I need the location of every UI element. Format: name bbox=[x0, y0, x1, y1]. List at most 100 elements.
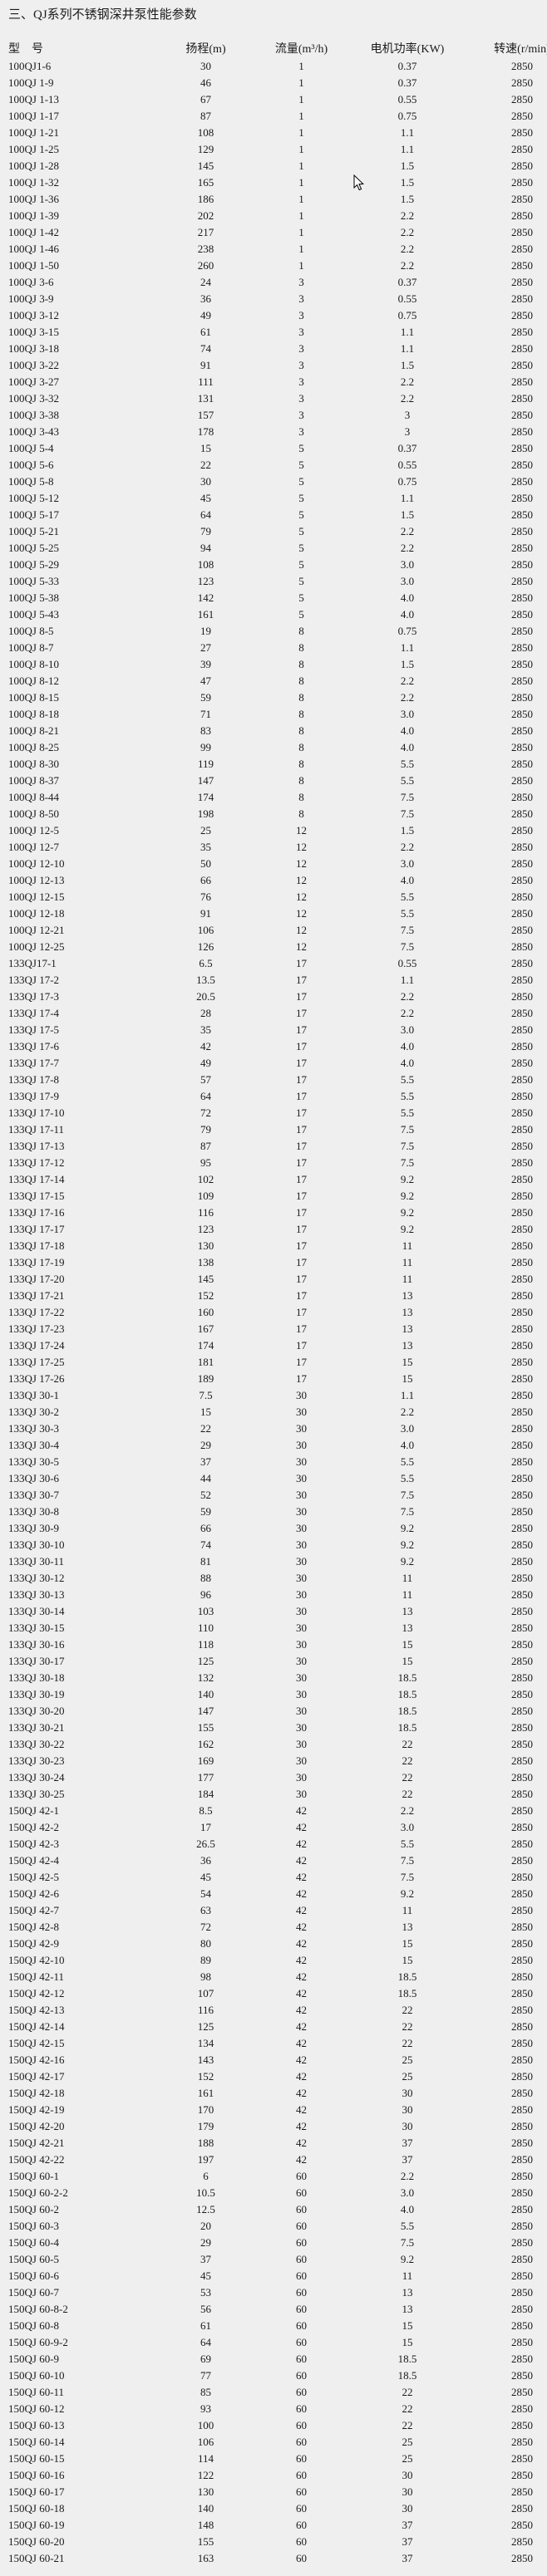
flow-cell: 30 bbox=[296, 1721, 307, 1734]
flow-cell: 17 bbox=[296, 974, 307, 986]
flow-cell: 30 bbox=[296, 1688, 307, 1700]
model-cell: 150QJ 42-20 bbox=[8, 2120, 65, 2132]
power-cell: 1.5 bbox=[400, 359, 415, 371]
table-row: 133QJ 30-17 125 30 15 2850 bbox=[0, 1653, 547, 1670]
speed-cell: 2850 bbox=[511, 1372, 533, 1385]
table-row: 133QJ 30-10 74 30 9.2 2850 bbox=[0, 1537, 547, 1553]
head-cell: 131 bbox=[197, 392, 214, 405]
power-cell: 0.75 bbox=[397, 625, 417, 637]
head-cell: 15 bbox=[200, 442, 211, 454]
model-cell: 133QJ 17-9 bbox=[8, 1090, 60, 1102]
model-cell: 133QJ 30-17 bbox=[8, 1655, 65, 1667]
model-cell: 100QJ 5-17 bbox=[8, 508, 60, 521]
model-cell: 150QJ 42-6 bbox=[8, 1887, 60, 1900]
power-cell: 25 bbox=[402, 2452, 413, 2465]
flow-cell: 42 bbox=[296, 2137, 307, 2149]
table-row: 133QJ 17-13 87 17 7.5 2850 bbox=[0, 1138, 547, 1155]
table-row: 150QJ 60-18 140 60 30 2850 bbox=[0, 2500, 547, 2517]
power-cell: 2.2 bbox=[400, 1007, 415, 1019]
speed-cell: 2850 bbox=[511, 1422, 533, 1435]
speed-cell: 2850 bbox=[511, 2253, 533, 2265]
head-cell: 107 bbox=[197, 1987, 214, 1999]
speed-cell: 2850 bbox=[511, 558, 533, 571]
table-row: 150QJ 42-18 161 42 30 2850 bbox=[0, 2085, 547, 2102]
flow-cell: 60 bbox=[296, 2186, 307, 2199]
table-row: 150QJ 42-22 197 42 37 2850 bbox=[0, 2152, 547, 2168]
head-cell: 202 bbox=[197, 209, 214, 222]
flow-cell: 30 bbox=[296, 1754, 307, 1767]
speed-cell: 2850 bbox=[511, 2353, 533, 2365]
power-cell: 4.0 bbox=[400, 608, 415, 621]
table-row: 100QJ 1-13 67 1 0.55 2850 bbox=[0, 91, 547, 108]
power-cell: 0.55 bbox=[397, 459, 417, 471]
speed-cell: 2850 bbox=[511, 1688, 533, 1700]
flow-cell: 12 bbox=[296, 940, 307, 953]
head-cell: 125 bbox=[197, 1655, 214, 1667]
power-cell: 1.5 bbox=[400, 508, 415, 521]
table-row: 150QJ 60-16 122 60 30 2850 bbox=[0, 2467, 547, 2484]
speed-cell: 2850 bbox=[511, 675, 533, 687]
power-cell: 0.55 bbox=[397, 957, 417, 969]
model-cell: 133QJ 17-14 bbox=[8, 1173, 65, 1185]
flow-cell: 30 bbox=[296, 1406, 307, 1418]
speed-cell: 2850 bbox=[511, 2502, 533, 2515]
model-cell: 100QJ 3-12 bbox=[8, 309, 60, 321]
power-cell: 9.2 bbox=[400, 1555, 415, 1568]
model-cell: 150QJ 42-14 bbox=[8, 2020, 65, 2033]
head-cell: 116 bbox=[197, 2004, 214, 2016]
power-cell: 2.2 bbox=[400, 259, 415, 272]
table-row: 100QJ1-6 30 1 0.37 2850 bbox=[0, 58, 547, 75]
speed-cell: 2850 bbox=[511, 2053, 533, 2066]
table-row: 133QJ 17-21 152 17 13 2850 bbox=[0, 1288, 547, 1304]
power-cell: 0.37 bbox=[397, 442, 417, 454]
model-cell: 100QJ 1-21 bbox=[8, 126, 60, 139]
model-cell: 150QJ 60-9-2 bbox=[8, 2336, 68, 2348]
power-cell: 37 bbox=[402, 2535, 413, 2548]
model-cell: 150QJ 60-14 bbox=[8, 2436, 65, 2448]
head-cell: 161 bbox=[197, 2087, 214, 2099]
speed-cell: 2850 bbox=[511, 608, 533, 621]
speed-cell: 2850 bbox=[511, 525, 533, 537]
power-cell: 1.5 bbox=[400, 824, 415, 837]
speed-cell: 2850 bbox=[511, 1256, 533, 1268]
head-cell: 162 bbox=[197, 1738, 214, 1750]
table-row: 133QJ 30-15 110 30 13 2850 bbox=[0, 1620, 547, 1636]
head-cell: 110 bbox=[197, 1622, 214, 1634]
table-row: 150QJ 42-3 26.5 42 5.5 2850 bbox=[0, 1836, 547, 1852]
model-cell: 133QJ 30-7 bbox=[8, 1489, 60, 1501]
table-row: 150QJ 60-9-2 64 60 15 2850 bbox=[0, 2334, 547, 2351]
head-cell: 54 bbox=[200, 1887, 211, 1900]
power-cell: 4.0 bbox=[400, 724, 415, 737]
speed-cell: 2850 bbox=[511, 359, 533, 371]
flow-cell: 60 bbox=[296, 2353, 307, 2365]
speed-cell: 2850 bbox=[511, 1040, 533, 1052]
speed-cell: 2850 bbox=[511, 1555, 533, 1568]
power-cell: 22 bbox=[402, 2419, 413, 2431]
table-row: 133QJ 17-5 35 17 3.0 2850 bbox=[0, 1022, 547, 1038]
head-cell: 74 bbox=[200, 1538, 211, 1551]
model-cell: 150QJ 42-3 bbox=[8, 1838, 60, 1850]
model-cell: 100QJ 3-27 bbox=[8, 375, 60, 388]
speed-cell: 2850 bbox=[511, 1987, 533, 1999]
power-cell: 2.2 bbox=[400, 375, 415, 388]
model-cell: 133QJ 17-5 bbox=[8, 1023, 60, 1036]
power-cell: 5.5 bbox=[400, 891, 415, 903]
head-cell: 29 bbox=[200, 2236, 211, 2249]
speed-cell: 2850 bbox=[511, 1239, 533, 1252]
head-cell: 152 bbox=[197, 2070, 214, 2083]
speed-cell: 2850 bbox=[511, 409, 533, 421]
power-cell: 3.0 bbox=[400, 575, 415, 587]
power-cell: 4.0 bbox=[400, 1439, 415, 1451]
head-cell: 50 bbox=[200, 857, 211, 870]
model-cell: 133QJ 30-14 bbox=[8, 1605, 65, 1617]
table-row: 133QJ 30-4 29 30 4.0 2850 bbox=[0, 1437, 547, 1454]
table-row: 100QJ 1-17 87 1 0.75 2850 bbox=[0, 108, 547, 125]
speed-cell: 2850 bbox=[511, 807, 533, 820]
flow-cell: 42 bbox=[296, 2153, 307, 2166]
speed-cell: 2850 bbox=[511, 891, 533, 903]
table-row: 150QJ 60-10 77 60 18.5 2850 bbox=[0, 2367, 547, 2384]
model-cell: 133QJ 17-22 bbox=[8, 1306, 65, 1318]
power-cell: 0.55 bbox=[397, 292, 417, 305]
speed-cell: 2850 bbox=[511, 907, 533, 920]
flow-cell: 30 bbox=[296, 1422, 307, 1435]
